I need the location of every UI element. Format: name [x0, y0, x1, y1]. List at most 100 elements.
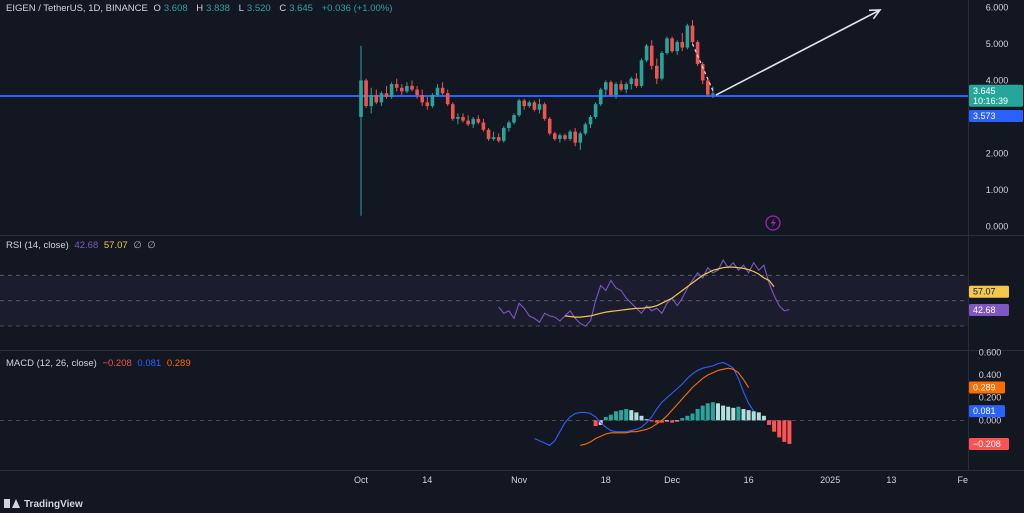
candle-body [471, 118, 475, 125]
candle-body [374, 95, 379, 103]
tradingview-logo-icon [4, 499, 20, 508]
macd-histogram-bar [700, 405, 705, 421]
candle-body [400, 87, 404, 92]
high-value: 3.838 [206, 3, 230, 14]
line-price-badge [969, 110, 1023, 123]
candle-body [563, 135, 567, 139]
candle-body [583, 124, 588, 134]
time-axis-tick: Nov [511, 475, 528, 485]
close-label: C [279, 3, 287, 14]
rsi-ma-badge-text: 57.07 [973, 287, 996, 297]
candle-body [527, 102, 532, 107]
projection-arrow-line [715, 9, 881, 96]
candle-body [486, 129, 491, 139]
footer-bar: TradingView [0, 497, 1024, 513]
candle-body [573, 131, 577, 143]
macd-badge-text: 0.081 [973, 406, 996, 416]
open-label: O [153, 3, 161, 14]
candle-body [604, 82, 608, 90]
projection-arrow-head [868, 9, 882, 20]
macd-histogram-bar [787, 420, 792, 444]
macd-histogram-bar [767, 420, 771, 425]
candle-body [466, 120, 470, 125]
price-legend: EIGEN / TetherUS, 1D, BINANCE O 3.608 H 3.… [6, 3, 395, 14]
candle-body [532, 102, 537, 110]
candle-body [649, 45, 654, 66]
candle-body [394, 84, 399, 88]
candle-body [542, 104, 547, 119]
candle-body [410, 85, 414, 90]
tradingview-logo-text: TradingView [24, 499, 83, 510]
price-axis-tick: 6.000 [986, 2, 1009, 12]
macd-histogram-bar [685, 415, 690, 421]
candle-body [435, 87, 440, 96]
tradingview-logo[interactable]: TradingView [4, 499, 83, 510]
rsi-ma-badge [969, 285, 1009, 298]
candle-body [384, 93, 389, 97]
macd-line [534, 361, 755, 446]
candle-body [706, 80, 710, 95]
candle-body [445, 93, 450, 105]
rsi-ma-value: 57.07 [103, 240, 128, 251]
price-axis-tick: 0.000 [986, 222, 1009, 232]
candle-body [634, 78, 639, 86]
rsi-badge [969, 303, 1009, 316]
candle-body [440, 87, 445, 94]
candle-body [496, 137, 501, 141]
rsi-badge-text: 42.68 [973, 305, 996, 315]
macd-histogram-bar [756, 412, 761, 421]
macd-histogram-bar [654, 420, 659, 423]
candle-body [680, 42, 685, 48]
candle-body [644, 45, 649, 61]
candle-body [405, 85, 409, 92]
macd-histogram-bar [772, 420, 777, 432]
macd-histogram-bar [777, 420, 782, 438]
open-value: 3.608 [163, 3, 188, 14]
low-label: L [238, 3, 244, 14]
symbol-label[interactable]: EIGEN / TetherUS, 1D, BINANCE [6, 3, 148, 14]
candle-body [675, 42, 679, 52]
price-axis-tick: 1.000 [986, 185, 1009, 195]
macd-histogram-bar [608, 414, 613, 421]
candle-body [614, 84, 618, 96]
candle-body [359, 80, 363, 117]
rsi-value: 42.68 [74, 240, 99, 251]
macd-histogram-bar [695, 409, 700, 421]
macd-histogram-bar [782, 420, 787, 442]
candle-body [619, 84, 623, 90]
macd-histogram-bar [741, 409, 746, 421]
candle-body [660, 53, 664, 79]
rsi-legend[interactable]: RSI (14, close) 42.68 57.07 ∅ ∅ [6, 240, 159, 251]
macd-histogram-bar [751, 411, 756, 421]
time-axis-tick: Dec [664, 475, 681, 485]
candle-body [553, 133, 557, 139]
macd-axis-tick: 0.200 [979, 393, 1002, 403]
macd-signal-badge [969, 381, 1005, 394]
candle-body [685, 25, 690, 48]
price-axis-tick: 2.000 [986, 149, 1009, 159]
macd-legend[interactable]: MACD (12, 26, close) −0.208 0.081 0.289 [6, 358, 194, 369]
macd-axis-tick: 0.400 [979, 370, 1002, 380]
candle-body [522, 100, 526, 107]
macd-histogram-bar [716, 403, 720, 421]
candle-body [655, 65, 659, 79]
candle-body [461, 117, 465, 121]
candle-body [711, 93, 715, 95]
candle-body [665, 38, 669, 54]
time-axis-tick: 13 [886, 475, 896, 485]
macd-histogram-bar [746, 410, 751, 421]
candle-body [598, 89, 603, 105]
price-axis-tick: 5.000 [986, 39, 1009, 49]
macd-value: 0.081 [137, 358, 162, 369]
last-price-badge-text: 10:16:39 [973, 96, 1008, 106]
macd-histogram-bar [665, 420, 669, 422]
candle-body [369, 95, 373, 107]
close-value: 3.645 [289, 3, 313, 14]
candle-body [537, 104, 542, 110]
macd-histogram-bar [644, 419, 649, 421]
macd-signal-line [580, 367, 750, 446]
macd-histogram-bar [761, 415, 766, 421]
macd-histogram-bar [705, 403, 710, 421]
